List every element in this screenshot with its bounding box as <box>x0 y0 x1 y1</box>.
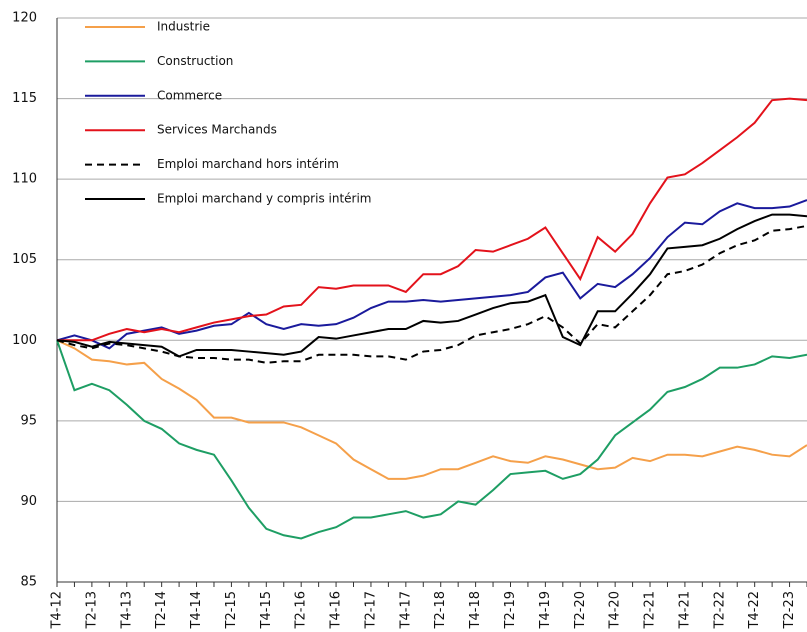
x-tick-label: T2-20 <box>573 591 588 629</box>
x-tick-label: T2-13 <box>84 591 99 629</box>
series-line <box>56 213 807 358</box>
x-tick-label: T2-19 <box>503 591 518 629</box>
series-line <box>56 199 807 350</box>
series-line <box>56 339 807 540</box>
x-tick-label: T4-19 <box>538 591 553 629</box>
x-tick-label: T4-17 <box>398 591 413 629</box>
x-tick-label: T4-22 <box>747 591 762 629</box>
series-line <box>56 339 807 480</box>
x-tick-label: T2-15 <box>224 591 239 629</box>
x-tick-label: T2-14 <box>154 591 169 629</box>
y-tick-label: 85 <box>20 575 37 590</box>
legend-label: Construction <box>157 54 233 68</box>
series-line <box>57 97 807 342</box>
x-tick-label: T4-13 <box>119 591 134 629</box>
legend-label: Commerce <box>157 88 222 102</box>
x-tick-label: T2-21 <box>643 591 658 629</box>
x-tick-label: T4-20 <box>608 591 623 629</box>
y-tick-label: 110 <box>12 172 37 187</box>
x-tick-label: T2-23 <box>782 591 797 629</box>
y-tick-label: 105 <box>12 252 37 267</box>
x-tick-label: T4-18 <box>468 591 483 629</box>
x-tick-label: T4-15 <box>259 591 274 629</box>
x-tick-label: T4-16 <box>329 591 344 629</box>
legend-label: Services Marchands <box>157 123 277 137</box>
legend-label: Emploi marchand hors intérim <box>157 157 339 171</box>
y-tick-label: 100 <box>12 333 37 348</box>
legend-label: Industrie <box>157 20 210 34</box>
legend-label: Emploi marchand y compris intérim <box>157 192 372 206</box>
y-tick-label: 120 <box>12 11 37 26</box>
x-tick-label: T2-18 <box>433 591 448 629</box>
x-tick-label: T4-14 <box>189 591 204 629</box>
x-tick-label: T2-22 <box>712 591 727 629</box>
x-tick-label: T2-16 <box>294 591 309 629</box>
x-tick-label: T4-21 <box>677 591 692 629</box>
y-tick-label: 90 <box>20 494 37 509</box>
x-tick-label: T4-12 <box>50 591 65 629</box>
y-tick-label: 115 <box>12 91 37 106</box>
x-tick-label: T2-17 <box>363 591 378 629</box>
y-tick-label: 95 <box>20 413 37 428</box>
